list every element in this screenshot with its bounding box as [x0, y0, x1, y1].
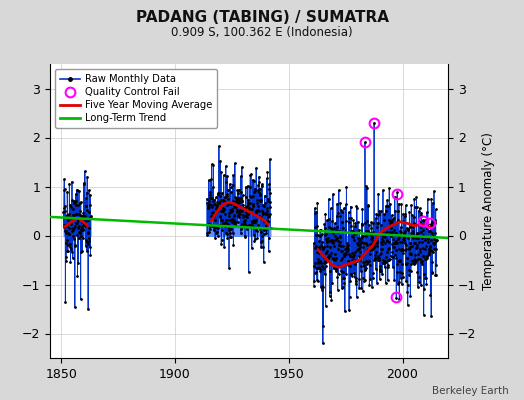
Y-axis label: Temperature Anomaly (°C): Temperature Anomaly (°C): [482, 132, 495, 290]
Text: PADANG (TABING) / SUMATRA: PADANG (TABING) / SUMATRA: [136, 10, 388, 25]
Text: Berkeley Earth: Berkeley Earth: [432, 386, 508, 396]
Text: 0.909 S, 100.362 E (Indonesia): 0.909 S, 100.362 E (Indonesia): [171, 26, 353, 39]
Legend: Raw Monthly Data, Quality Control Fail, Five Year Moving Average, Long-Term Tren: Raw Monthly Data, Quality Control Fail, …: [55, 69, 217, 128]
